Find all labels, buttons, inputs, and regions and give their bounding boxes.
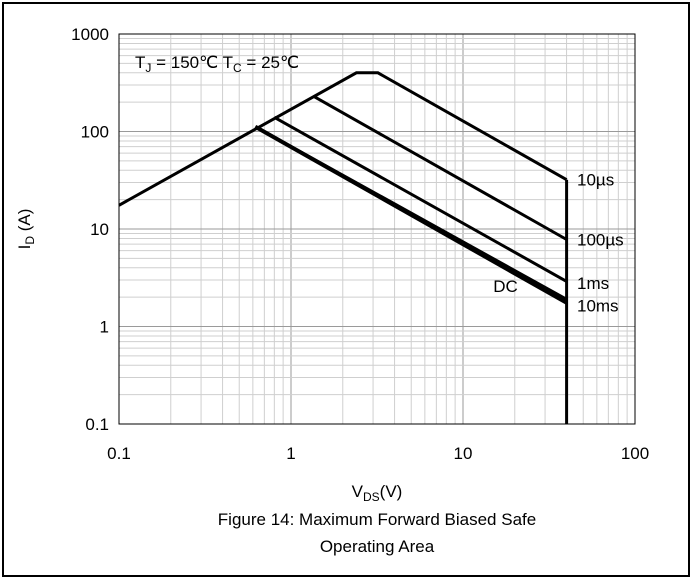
series-group xyxy=(118,71,569,424)
conditions-label: TJ = 150℃ TC = 25℃ xyxy=(135,53,299,75)
label-10-s: 10µs xyxy=(577,171,614,190)
label-10ms: 10ms xyxy=(577,296,619,315)
label-100-s: 100µs xyxy=(577,231,624,250)
y-tick-label: 1000 xyxy=(71,25,109,44)
y-axis-label: ID (A) xyxy=(15,209,37,250)
x-tick-label: 100 xyxy=(621,444,649,463)
y-tick-label: 100 xyxy=(81,123,109,142)
tick-labels: 0.1 1 10 100 1000 100 10 1 0.1 xyxy=(71,25,649,463)
label-dc: DC xyxy=(493,277,518,296)
x-tick-label: 1 xyxy=(286,444,295,463)
y-tick-label: 1 xyxy=(100,318,109,337)
y-tick-label: 10 xyxy=(90,220,109,239)
series-dc xyxy=(254,124,568,305)
y-tick-label: 0.1 xyxy=(85,415,109,434)
grid xyxy=(119,34,635,424)
series-1ms xyxy=(273,115,568,283)
caption-line-1: Figure 14: Maximum Forward Biased Safe xyxy=(218,510,536,529)
x-tick-label: 10 xyxy=(454,444,473,463)
series-10-s xyxy=(118,71,568,207)
x-axis-label: VDS(V) xyxy=(352,482,403,504)
x-tick-label: 0.1 xyxy=(107,444,131,463)
curve-labels: 10µs 100µs 1ms 10ms DC xyxy=(493,171,623,316)
series-100-s xyxy=(312,94,568,241)
label-1ms: 1ms xyxy=(577,274,609,293)
caption-line-2: Operating Area xyxy=(320,537,435,556)
plot-border xyxy=(118,33,636,425)
figure-frame xyxy=(2,2,690,577)
